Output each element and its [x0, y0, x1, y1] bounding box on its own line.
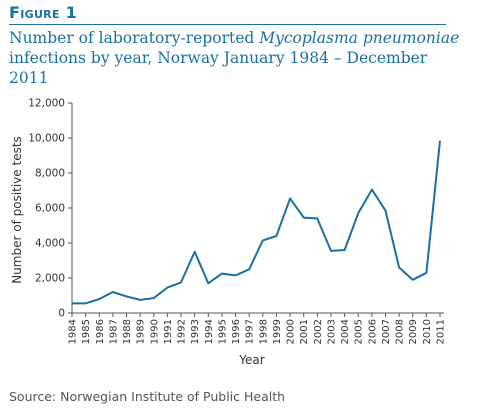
x-tick-label: 1987: [108, 319, 119, 344]
x-tick-label: 1990: [149, 319, 160, 344]
x-tick-label: 1996: [231, 319, 242, 344]
x-tick-label: 1991: [163, 319, 174, 344]
x-tick-label: 1985: [81, 319, 92, 344]
x-tick-label: 1989: [136, 319, 147, 344]
x-tick-label: 1998: [258, 319, 269, 344]
y-tick-label: 0: [58, 308, 65, 320]
y-tick-label: 6,000: [35, 203, 65, 215]
source-note: Source: Norwegian Institute of Public He…: [9, 389, 286, 404]
figure-label: Figure 1: [9, 3, 78, 22]
x-tick-label: 2004: [340, 319, 351, 344]
y-tick-label: 10,000: [28, 133, 65, 145]
x-tick-label: 1986: [95, 319, 106, 344]
x-tick-label: 1984: [68, 319, 79, 344]
x-tick-label: 1997: [245, 319, 256, 344]
x-tick-label: 2000: [286, 319, 297, 344]
y-axis-label: Number of positive tests: [10, 136, 24, 284]
x-tick-label: 1993: [190, 319, 201, 344]
y-tick-label: 12,000: [28, 98, 65, 110]
chart-title-part2: infections by year, Norway January 1984 …: [9, 49, 428, 87]
x-tick-label: 2011: [436, 319, 447, 344]
x-tick-label: 2010: [422, 319, 433, 344]
x-tick-label: 2009: [408, 319, 419, 344]
chart-axes: [71, 103, 444, 314]
chart-title-part1: Number of laboratory-reported: [9, 29, 260, 47]
x-tick-label: 2002: [313, 319, 324, 344]
chart-title-italic: Mycoplasma pneumoniae: [259, 29, 460, 47]
x-tick-label: 2006: [367, 319, 378, 344]
x-tick-label: 1995: [217, 319, 228, 344]
y-tick-label: 2,000: [35, 273, 65, 285]
y-tick-label: 8,000: [35, 168, 65, 180]
x-tick-label: 2005: [354, 319, 365, 344]
header-rule: [9, 24, 446, 25]
x-tick-label: 1999: [272, 319, 283, 344]
x-tick-label: 2001: [299, 319, 310, 344]
y-axis-ticks: 0 2,000 4,000 6,000 8,000 10,000 12,000: [28, 98, 72, 320]
chart-title: Number of laboratory-reported Mycoplasma…: [9, 28, 469, 88]
plot-area: [72, 140, 441, 305]
x-tick-label: 2007: [381, 319, 392, 344]
y-tick-label: 4,000: [35, 238, 65, 250]
x-axis-label: Year: [238, 353, 264, 367]
x-axis-ticks: 1984 1985 1986 1987 1988 1989 1990 1991 1992 1993…: [68, 313, 447, 344]
x-tick-label: 2008: [395, 319, 406, 344]
x-tick-label: 1994: [204, 319, 215, 344]
series-line: [72, 140, 441, 305]
x-tick-label: 1992: [177, 319, 188, 344]
x-tick-label: 2003: [326, 319, 337, 344]
x-tick-label: 1988: [122, 319, 133, 344]
